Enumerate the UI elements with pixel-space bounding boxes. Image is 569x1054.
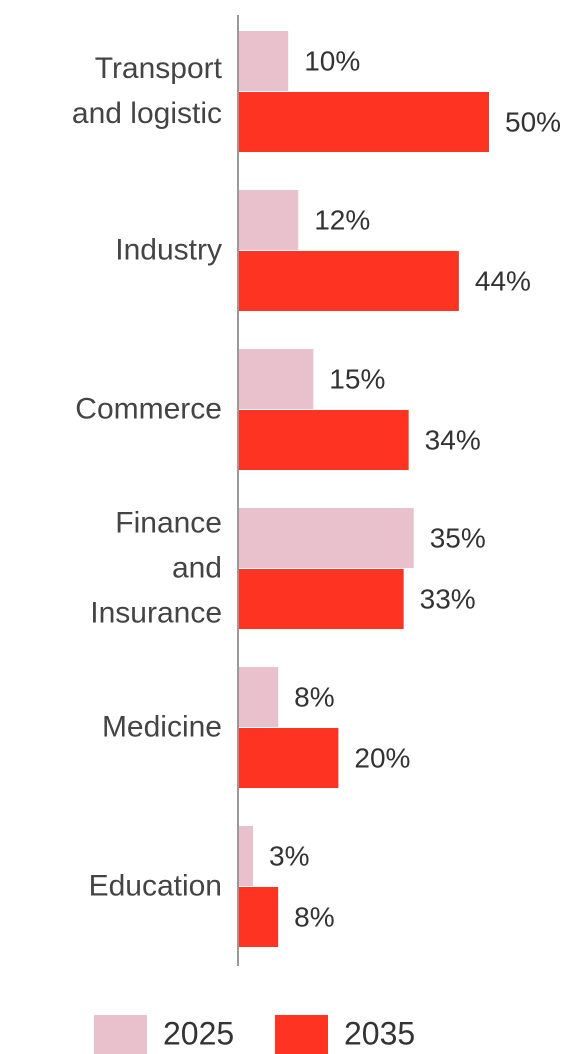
value-label: 12%	[314, 204, 370, 235]
bar	[238, 349, 314, 409]
legend-label: 2025	[163, 1015, 234, 1051]
bar	[238, 728, 339, 788]
value-label: 34%	[425, 424, 481, 455]
value-label: 3%	[269, 840, 309, 871]
legend-swatch	[275, 1015, 328, 1054]
bar	[238, 826, 254, 886]
category-label: Medicine	[101, 710, 222, 744]
category-label: Commerce	[75, 392, 222, 426]
category-label: Industry	[115, 233, 222, 267]
value-label: 15%	[329, 363, 385, 394]
value-label: 44%	[475, 265, 531, 296]
value-label: 8%	[294, 681, 334, 712]
value-label: 20%	[354, 742, 410, 773]
bar	[238, 190, 299, 250]
bar	[238, 31, 289, 91]
legend-label: 2035	[344, 1015, 415, 1051]
bar	[238, 569, 404, 629]
bar	[238, 887, 279, 947]
bar	[238, 251, 459, 311]
value-label: 50%	[505, 106, 561, 137]
category-label: Education	[88, 869, 222, 903]
bar	[238, 508, 414, 568]
bar	[238, 667, 279, 727]
bar	[238, 92, 489, 152]
category-label: Finance and Insurance	[90, 506, 222, 630]
value-label: 8%	[294, 901, 334, 932]
value-label: 35%	[430, 522, 486, 553]
value-label: 33%	[420, 583, 476, 614]
legend-swatch	[94, 1015, 147, 1054]
category-label: Transport and logistic	[71, 52, 222, 130]
value-label: 10%	[304, 45, 360, 76]
bar	[238, 410, 409, 470]
